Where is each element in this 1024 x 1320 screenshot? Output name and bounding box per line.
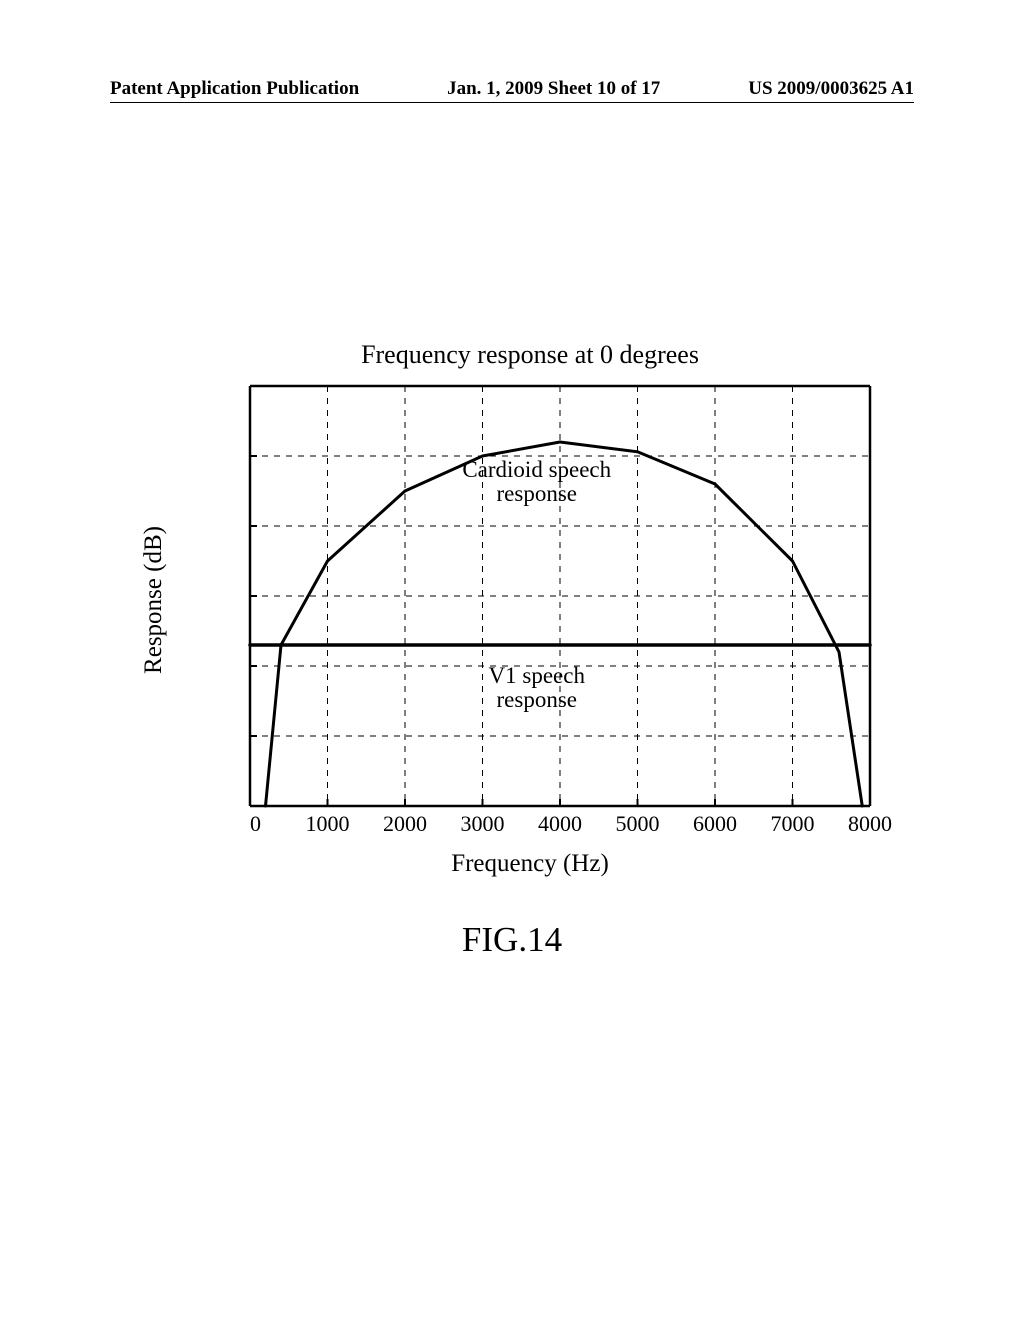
figure-label: FIG.14: [0, 920, 1024, 960]
svg-text:Cardioid speechresponse: Cardioid speechresponse: [462, 457, 611, 506]
svg-text:4000: 4000: [538, 811, 582, 836]
svg-text:5000: 5000: [616, 811, 660, 836]
svg-text:7000: 7000: [771, 811, 815, 836]
chart-plot: 010002000300040005000600070008000-20-15-…: [240, 376, 920, 846]
header-right: US 2009/0003625 A1: [748, 78, 914, 100]
page-header: Patent Application Publication Jan. 1, 2…: [0, 78, 1024, 100]
svg-text:1000: 1000: [306, 811, 350, 836]
svg-text:V1 speechresponse: V1 speechresponse: [489, 663, 586, 712]
svg-text:0: 0: [250, 811, 261, 836]
chart: Frequency response at 0 degrees Response…: [150, 340, 910, 860]
svg-text:8000: 8000: [848, 811, 892, 836]
chart-title: Frequency response at 0 degrees: [150, 340, 910, 370]
svg-text:3000: 3000: [461, 811, 505, 836]
x-axis-label: Frequency (Hz): [150, 850, 910, 878]
svg-text:6000: 6000: [693, 811, 737, 836]
header-rule: [110, 102, 914, 103]
y-axis-label: Response (dB): [140, 526, 168, 674]
header-left: Patent Application Publication: [110, 78, 359, 100]
svg-text:2000: 2000: [383, 811, 427, 836]
header-center: Jan. 1, 2009 Sheet 10 of 17: [447, 78, 660, 100]
